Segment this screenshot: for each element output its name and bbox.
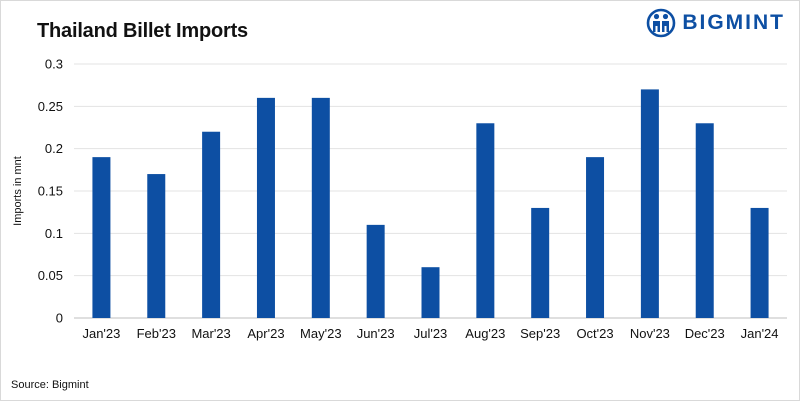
bar bbox=[586, 157, 605, 318]
bar bbox=[750, 207, 769, 318]
x-tick-label: Jun'23 bbox=[357, 326, 395, 341]
x-tick-label: Aug'23 bbox=[465, 326, 505, 341]
x-tick-label: Feb'23 bbox=[137, 326, 176, 341]
x-tick-label: Jan'23 bbox=[82, 326, 120, 341]
bar bbox=[421, 267, 440, 318]
y-tick-label: 0.25 bbox=[38, 99, 63, 114]
x-tick-label: Jul'23 bbox=[414, 326, 448, 341]
bar bbox=[476, 123, 495, 319]
bar bbox=[640, 89, 659, 319]
y-tick-label: 0.1 bbox=[45, 226, 63, 241]
bar bbox=[366, 224, 385, 318]
y-tick-label: 0.2 bbox=[45, 141, 63, 156]
x-tick-label: Nov'23 bbox=[630, 326, 670, 341]
bar bbox=[311, 97, 330, 318]
y-tick-label: 0.15 bbox=[38, 184, 63, 199]
source-note: Source: Bigmint bbox=[11, 379, 89, 391]
x-tick-label: May'23 bbox=[300, 326, 342, 341]
bar bbox=[695, 123, 714, 319]
y-axis-label: Imports in mnt bbox=[12, 156, 24, 226]
bar-chart: 0 0.05 0.1 0.15 0.2 0.25 0.3 Imports in mnt Jan'… bbox=[12, 57, 787, 341]
x-tick-label: Oct'23 bbox=[576, 326, 613, 341]
bigmint-logo-icon bbox=[647, 8, 676, 38]
bar bbox=[256, 97, 275, 318]
brand-logo: BIGMINT bbox=[646, 8, 785, 38]
bar bbox=[147, 174, 166, 318]
y-tick-label: 0.05 bbox=[38, 268, 63, 283]
brand-name: BIGMINT bbox=[682, 11, 785, 34]
bar bbox=[202, 131, 221, 318]
x-tick-label: Sep'23 bbox=[520, 326, 560, 341]
y-tick-label: 0 bbox=[56, 311, 63, 326]
bar bbox=[531, 207, 550, 318]
bar bbox=[92, 157, 111, 318]
x-tick-label: Jan'24 bbox=[741, 326, 779, 341]
y-tick-label: 0.3 bbox=[45, 57, 63, 72]
x-tick-label: Apr'23 bbox=[247, 326, 284, 341]
chart-title: Thailand Billet Imports bbox=[37, 20, 248, 42]
x-tick-label: Dec'23 bbox=[685, 326, 725, 341]
x-tick-label: Mar'23 bbox=[191, 326, 230, 341]
